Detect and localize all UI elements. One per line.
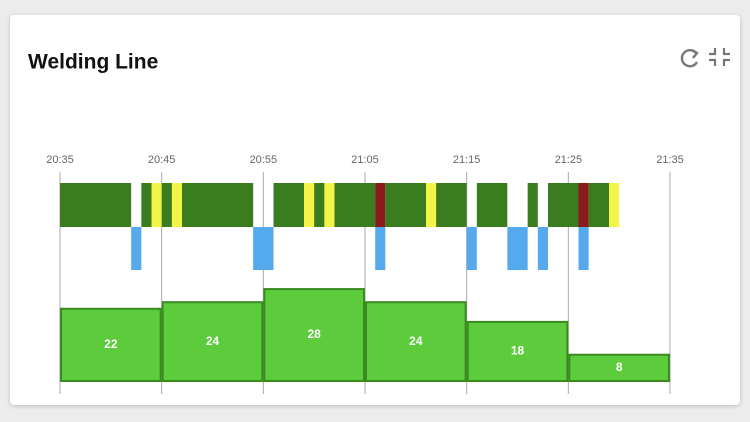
x-tick-label: 21:25 [555, 154, 583, 166]
x-tick-label: 21:35 [656, 154, 684, 166]
bar-label: 28 [307, 327, 321, 341]
idle-segment [507, 227, 518, 270]
x-tick-label: 21:15 [453, 154, 481, 166]
status-segment [151, 183, 162, 227]
status-segment [476, 183, 508, 227]
status-segment [375, 183, 386, 227]
idle-segment [537, 227, 548, 270]
refresh-button[interactable] [680, 48, 699, 68]
idle-segment [131, 227, 142, 270]
bar [60, 307, 162, 382]
bar [365, 301, 467, 383]
status-segment [304, 183, 315, 227]
status-segment [60, 183, 132, 227]
status-segment [527, 183, 538, 227]
status-segment [273, 183, 376, 227]
widget-title: Welding Line [28, 51, 158, 74]
bar [568, 353, 670, 383]
idle-segment [253, 227, 274, 270]
bar-label: 8 [616, 360, 623, 374]
status-segment [426, 183, 437, 227]
status-segment [609, 183, 620, 227]
idle-segment [578, 227, 589, 270]
status-segment [171, 183, 182, 227]
bar-label: 22 [104, 337, 118, 351]
idle-segment [517, 227, 528, 270]
x-tick-label: 20:35 [46, 154, 74, 166]
collapse-button[interactable] [709, 48, 730, 66]
bar [263, 288, 366, 383]
bar-label: 24 [409, 334, 423, 348]
status-segment [588, 183, 609, 227]
bar-label: 24 [206, 334, 220, 348]
idle-segment [466, 227, 477, 270]
x-tick-label: 21:05 [351, 154, 379, 166]
x-tick-label: 20:55 [250, 154, 278, 166]
bar-label: 18 [511, 344, 525, 358]
bar [161, 301, 264, 383]
status-segment [578, 183, 589, 227]
idle-segment [375, 227, 386, 270]
bar [466, 320, 569, 382]
status-segment [324, 183, 335, 227]
x-tick-label: 20:45 [148, 154, 176, 166]
